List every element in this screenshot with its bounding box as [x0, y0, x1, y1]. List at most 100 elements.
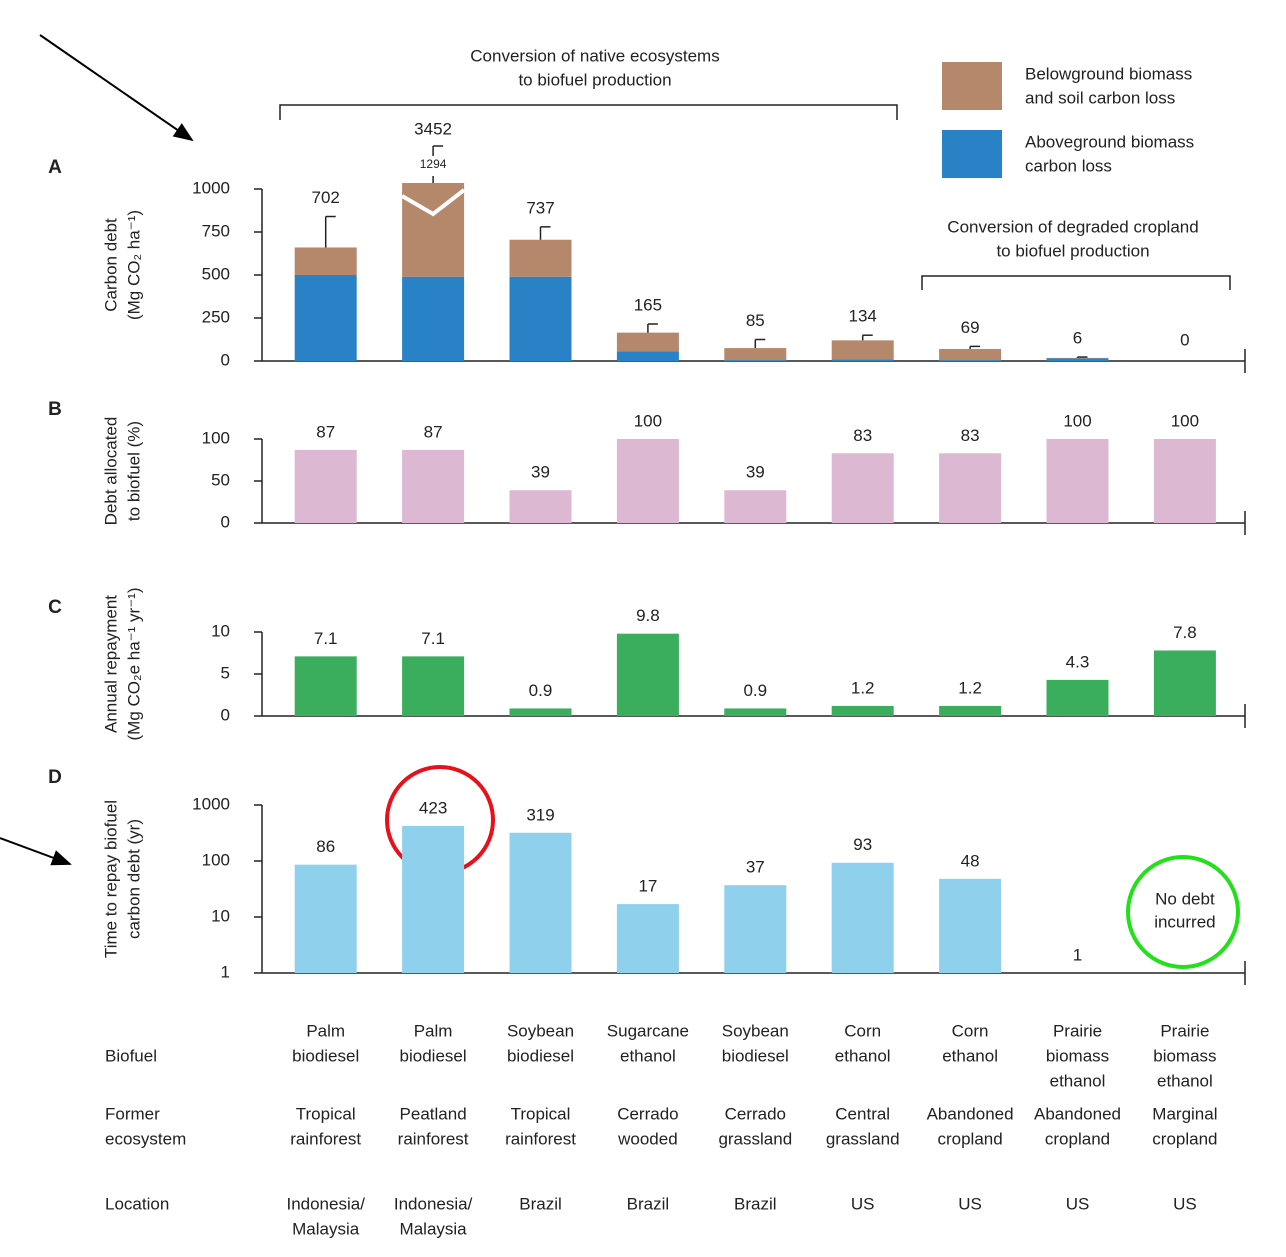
- arrow: [0, 837, 72, 866]
- table-cell: Tropical: [296, 1104, 356, 1123]
- y-tick-label: 0: [221, 350, 230, 369]
- bar-segment: [509, 239, 572, 277]
- bar-segment: [402, 276, 465, 361]
- bar: [831, 453, 894, 523]
- y-tick-label: 1000: [192, 178, 230, 197]
- value-label: 737: [526, 198, 554, 217]
- table-cell: Cerrado: [617, 1104, 678, 1123]
- table-cell: Indonesia/: [286, 1194, 365, 1213]
- value-label: 1.2: [851, 678, 875, 697]
- table-cell: biomass: [1153, 1046, 1216, 1065]
- bar-segment: [939, 360, 1002, 361]
- bar: [724, 885, 787, 973]
- table-cell: Soybean: [507, 1021, 574, 1040]
- y-tick-label: 250: [202, 307, 230, 326]
- table-cell: ethanol: [942, 1046, 998, 1065]
- table-cell: rainforest: [398, 1129, 469, 1148]
- table-cell: Cerrado: [725, 1104, 786, 1123]
- table-cell: Abandoned: [927, 1104, 1014, 1123]
- y-axis-label: (Mg CO₂e ha⁻¹ yr⁻¹): [124, 588, 143, 741]
- panel-letter: A: [48, 157, 62, 178]
- annotation: 1294: [420, 157, 447, 171]
- y-axis-label: Carbon debt: [101, 218, 120, 312]
- bar-segment: [831, 359, 894, 361]
- y-axis-label: to biofuel (%): [124, 421, 143, 521]
- value-label: 319: [526, 805, 554, 824]
- table-cell: Prairie: [1053, 1021, 1102, 1040]
- value-label: 0: [1180, 330, 1189, 349]
- table-cell: rainforest: [505, 1129, 576, 1148]
- table-cell: Brazil: [734, 1194, 777, 1213]
- value-label: 7.1: [421, 629, 445, 648]
- table-cell: Soybean: [722, 1021, 789, 1040]
- value-label: 423: [419, 798, 447, 817]
- header: Conversion of native ecosystems: [470, 46, 719, 65]
- bar: [939, 705, 1002, 716]
- row-label: Former: [105, 1104, 160, 1123]
- table-cell: US: [851, 1194, 875, 1213]
- table-cell: ethanol: [1157, 1071, 1213, 1090]
- axis-break: [401, 188, 466, 217]
- value-label: 9.8: [636, 606, 660, 625]
- table-cell: grassland: [718, 1129, 792, 1148]
- bar: [1046, 439, 1109, 523]
- bar: [724, 708, 787, 716]
- bar: [402, 825, 465, 973]
- y-tick-label: 5: [221, 663, 230, 682]
- value-label: 85: [746, 311, 765, 330]
- bar-segment: [831, 340, 894, 360]
- y-tick-label: 0: [221, 705, 230, 724]
- table-cell: biodiesel: [507, 1046, 574, 1065]
- panel-letter: D: [48, 767, 62, 788]
- bar: [294, 656, 357, 716]
- bar-segment: [939, 348, 1002, 361]
- y-axis-label: Annual repayment: [101, 595, 120, 733]
- header: to biofuel production: [518, 70, 671, 89]
- y-tick-label: 10: [211, 621, 230, 640]
- legend-label: Belowground biomass: [1025, 64, 1192, 83]
- table-cell: Central: [835, 1104, 890, 1123]
- y-tick-label: 100: [202, 428, 230, 447]
- table-cell: Prairie: [1160, 1021, 1209, 1040]
- table-cell: biodiesel: [292, 1046, 359, 1065]
- value-label: 83: [961, 426, 980, 445]
- value-label: 0.9: [743, 681, 767, 700]
- header: Conversion of degraded cropland: [947, 217, 1198, 236]
- legend-label: Aboveground biomass: [1025, 132, 1194, 151]
- bar: [939, 878, 1002, 973]
- row-label: Biofuel: [105, 1046, 157, 1065]
- bar: [509, 490, 572, 523]
- table-cell: rainforest: [290, 1129, 361, 1148]
- bar-segment: [294, 275, 357, 361]
- bar-segment: [616, 332, 679, 352]
- value-label: 39: [746, 463, 765, 482]
- bar: [294, 864, 357, 973]
- bar-segment: [724, 360, 787, 361]
- table-cell: Malaysia: [292, 1219, 360, 1238]
- table-cell: US: [1066, 1194, 1090, 1213]
- table-cell: Palm: [414, 1021, 453, 1040]
- bar: [939, 453, 1002, 523]
- table-cell: cropland: [1045, 1129, 1110, 1148]
- bar-segment: [724, 348, 787, 361]
- table-cell: Marginal: [1152, 1104, 1217, 1123]
- y-tick-label: 100: [202, 850, 230, 869]
- value-label: 702: [312, 188, 340, 207]
- table-cell: ethanol: [620, 1046, 676, 1065]
- bar-segment: [294, 247, 357, 275]
- table-cell: US: [958, 1194, 982, 1213]
- y-tick-label: 500: [202, 264, 230, 283]
- value-label: 100: [1171, 411, 1199, 430]
- bar-segment: [1046, 358, 1109, 361]
- value-label: 69: [961, 318, 980, 337]
- bar: [402, 656, 465, 716]
- table-cell: wooded: [617, 1129, 678, 1148]
- bar: [831, 705, 894, 716]
- table-cell: ethanol: [1050, 1071, 1106, 1090]
- bar: [509, 708, 572, 716]
- value-label: 87: [316, 422, 335, 441]
- bracket: [279, 104, 898, 120]
- y-tick-label: 1: [221, 962, 230, 981]
- y-tick-label: 750: [202, 221, 230, 240]
